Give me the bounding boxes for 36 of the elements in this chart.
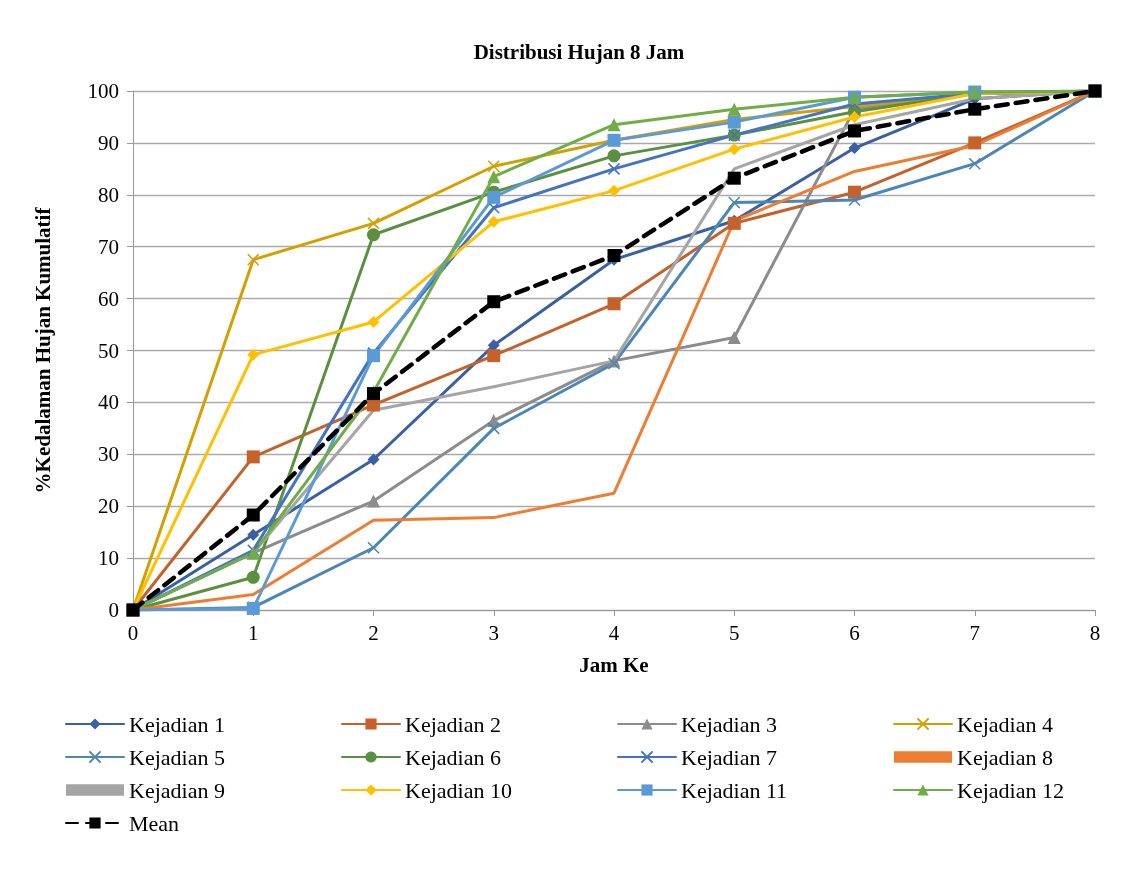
x-tick-label: 8 — [1089, 620, 1101, 645]
legend-label: Kejadian 6 — [405, 744, 501, 770]
legend-label: Kejadian 8 — [957, 744, 1053, 770]
legend-label: Kejadian 3 — [681, 711, 777, 737]
y-tick-label: 30 — [98, 442, 119, 467]
chart-title: Distribusi Hujan 8 Jam — [473, 39, 685, 64]
y-tick-label: 100 — [87, 79, 119, 103]
legend-label: Mean — [129, 810, 180, 836]
legend-label: Kejadian 2 — [405, 711, 501, 737]
y-tick-label: 50 — [98, 338, 119, 363]
x-tick-label: 2 — [368, 620, 379, 645]
legend-label: Kejadian 12 — [957, 777, 1064, 803]
legend-label: Kejadian 5 — [129, 744, 225, 770]
legend-label: Kejadian 11 — [681, 777, 788, 803]
y-tick-label: 10 — [98, 546, 119, 571]
x-tick-label: 0 — [127, 620, 139, 645]
x-axis-title: Jam Ke — [579, 652, 649, 677]
x-tick-label: 6 — [849, 620, 860, 645]
legend-label: Kejadian 9 — [129, 777, 225, 803]
legend-label: Kejadian 1 — [129, 711, 225, 737]
y-axis-title: %Kedalaman Hujan Kumulatif — [30, 206, 55, 494]
y-tick-label: 70 — [98, 234, 119, 259]
y-tick-label: 20 — [98, 494, 119, 519]
y-tick-label: 80 — [98, 182, 119, 207]
x-tick-label: 7 — [969, 620, 980, 645]
x-tick-label: 4 — [608, 620, 620, 645]
legend-label: Kejadian 10 — [405, 777, 512, 803]
legend-label: Kejadian 7 — [681, 744, 777, 770]
y-tick-label: 0 — [108, 598, 119, 622]
x-tick-label: 5 — [729, 620, 740, 645]
x-tick-label: 3 — [488, 620, 499, 645]
x-tick-label: 1 — [248, 620, 259, 645]
y-tick-label: 40 — [98, 390, 119, 415]
legend-label: Kejadian 4 — [957, 711, 1053, 737]
y-tick-label: 60 — [98, 286, 119, 311]
y-tick-label: 90 — [98, 130, 119, 155]
